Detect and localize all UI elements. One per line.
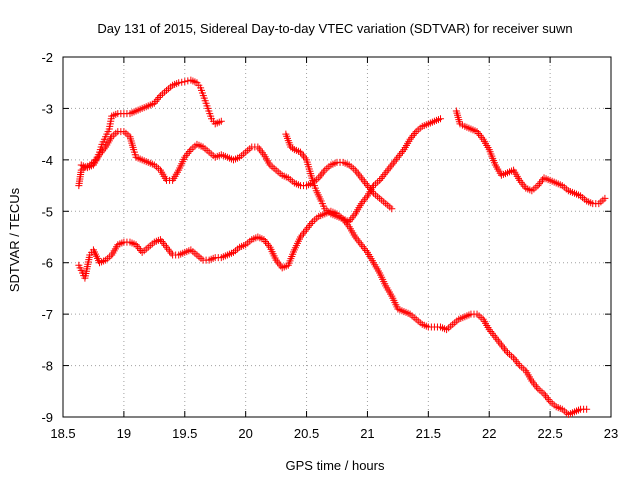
series-arc-upper-early — [75, 76, 225, 190]
x-tick-label: 20.5 — [294, 426, 319, 441]
y-tick-label: -4 — [41, 153, 53, 168]
x-tick-label: 22.5 — [537, 426, 562, 441]
series-arc-lower-early — [75, 115, 445, 282]
x-tick-label: 23 — [604, 426, 618, 441]
data-point — [289, 144, 297, 152]
y-tick-label: -2 — [41, 50, 53, 65]
y-tick-label: -5 — [41, 204, 53, 219]
data-point — [437, 115, 445, 123]
x-tick-label: 21 — [360, 426, 374, 441]
y-tick-label: -7 — [41, 307, 53, 322]
y-tick-labels: -9 -8 -7 -6 -5 -4 -3 -2 — [41, 50, 53, 425]
y-axis-label: SDTVAR / TECUs — [7, 187, 22, 292]
data-point — [388, 205, 396, 213]
x-tick-label: 19.5 — [172, 426, 197, 441]
series-arc-upper-late — [452, 107, 609, 208]
series-arc-falling — [282, 130, 591, 418]
grid-lines — [63, 57, 611, 417]
y-tick-label: -9 — [41, 410, 53, 425]
data-point — [583, 405, 591, 413]
data-marks — [75, 76, 609, 418]
y-tick-label: -8 — [41, 359, 53, 374]
data-point — [601, 194, 609, 202]
x-tick-label: 21.5 — [416, 426, 441, 441]
y-tick-label: -3 — [41, 101, 53, 116]
axis-ticks — [62, 56, 612, 418]
chart-title: Day 131 of 2015, Sidereal Day-to-day VTE… — [97, 21, 572, 36]
x-tick-label: 20 — [238, 426, 252, 441]
x-tick-label: 19 — [117, 426, 131, 441]
data-point — [178, 78, 186, 86]
data-point — [217, 117, 225, 125]
x-tick-labels: 18.5 19 19.5 20 20.5 21 21.5 22 22.5 23 — [50, 426, 618, 441]
x-tick-label: 22 — [482, 426, 496, 441]
x-axis-label: GPS time / hours — [286, 458, 385, 473]
data-point — [287, 143, 295, 151]
x-tick-label: 18.5 — [50, 426, 75, 441]
data-point — [181, 78, 189, 86]
plot-frame — [62, 56, 612, 418]
y-tick-label: -6 — [41, 256, 53, 271]
series-arc-middle — [77, 128, 396, 213]
data-point — [175, 79, 183, 87]
